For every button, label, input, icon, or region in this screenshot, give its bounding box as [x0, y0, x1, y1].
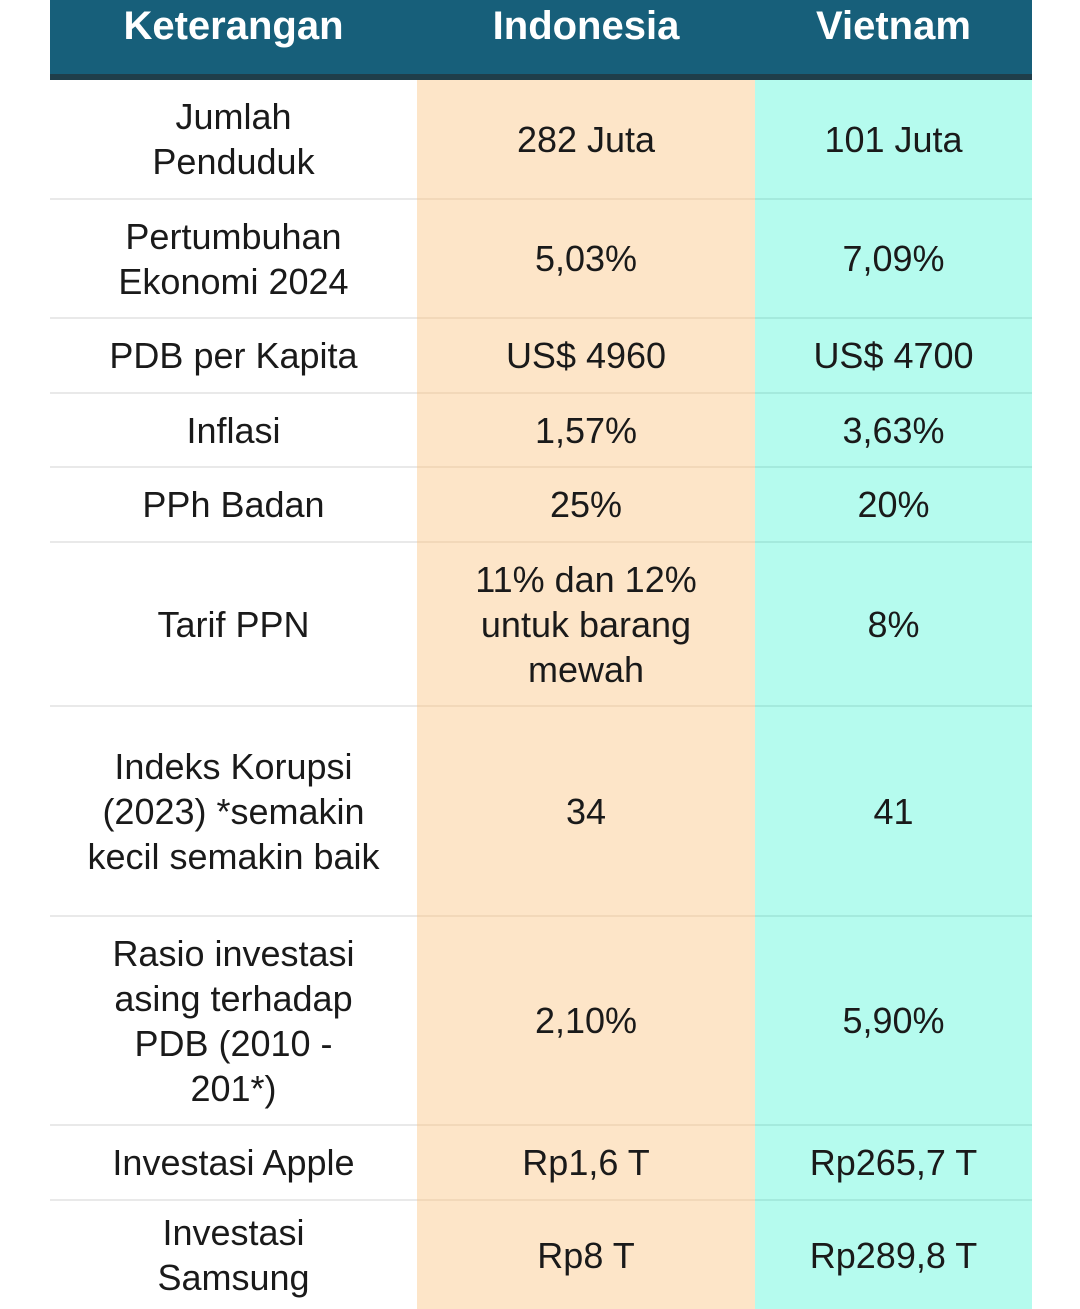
table-row: Inflasi 1,57% 3,63% — [50, 394, 1032, 468]
table-row: Investasi Samsung Rp8 T Rp289,8 T — [50, 1201, 1032, 1309]
row-label: Inflasi — [50, 394, 417, 468]
indonesia-value: 25% — [417, 468, 755, 543]
vietnam-value: 3,63% — [755, 394, 1032, 468]
row-label: PPh Badan — [50, 468, 417, 543]
indonesia-value: Rp1,6 T — [417, 1126, 755, 1201]
indonesia-value: 282 Juta — [417, 80, 755, 200]
row-label: Investasi Apple — [50, 1126, 417, 1201]
table-header: Keterangan Indonesia Vietnam — [50, 0, 1032, 80]
comparison-table: Keterangan Indonesia Vietnam Jumlah Pend… — [50, 0, 1032, 1309]
vietnam-value: 20% — [755, 468, 1032, 543]
vietnam-value: 5,90% — [755, 917, 1032, 1126]
indonesia-value: 2,10% — [417, 917, 755, 1126]
table-row: PPh Badan 25% 20% — [50, 468, 1032, 543]
vietnam-value: 41 — [755, 707, 1032, 917]
table-row: Rasio investasi asing terhadap PDB (2010… — [50, 917, 1032, 1126]
table-row: Investasi Apple Rp1,6 T Rp265,7 T — [50, 1126, 1032, 1201]
table-row: PDB per Kapita US$ 4960 US$ 4700 — [50, 319, 1032, 394]
indonesia-value: US$ 4960 — [417, 319, 755, 394]
row-label: Tarif PPN — [50, 543, 417, 707]
header-vietnam: Vietnam — [816, 3, 971, 48]
indonesia-value: 5,03% — [417, 200, 755, 319]
row-label: Investasi Samsung — [50, 1201, 417, 1309]
table-row: Indeks Korupsi (2023) *semakin kecil sem… — [50, 707, 1032, 917]
indonesia-value: 1,57% — [417, 394, 755, 468]
vietnam-value: Rp265,7 T — [755, 1126, 1032, 1201]
vietnam-value: Rp289,8 T — [755, 1201, 1032, 1309]
vietnam-value: 8% — [755, 543, 1032, 707]
row-label: PDB per Kapita — [50, 319, 417, 394]
row-label: Indeks Korupsi (2023) *semakin kecil sem… — [50, 707, 417, 917]
vietnam-value: 7,09% — [755, 200, 1032, 319]
header-indonesia: Indonesia — [492, 3, 680, 48]
vietnam-value: 101 Juta — [755, 80, 1032, 200]
indonesia-value: Rp8 T — [417, 1201, 755, 1309]
table-row: Tarif PPN 11% dan 12% untuk barang mewah… — [50, 543, 1032, 707]
table-row: Pertumbuhan Ekonomi 2024 5,03% 7,09% — [50, 200, 1032, 319]
indonesia-value: 11% dan 12% untuk barang mewah — [417, 543, 755, 707]
row-label: Jumlah Penduduk — [50, 80, 417, 200]
header-keterangan: Keterangan — [123, 3, 344, 48]
row-label: Rasio investasi asing terhadap PDB (2010… — [50, 917, 417, 1126]
indonesia-value: 34 — [417, 707, 755, 917]
table-row: Jumlah Penduduk 282 Juta 101 Juta — [50, 80, 1032, 200]
vietnam-value: US$ 4700 — [755, 319, 1032, 394]
table-body: Jumlah Penduduk 282 Juta 101 Juta Pertum… — [50, 80, 1032, 1309]
row-label: Pertumbuhan Ekonomi 2024 — [50, 200, 417, 319]
